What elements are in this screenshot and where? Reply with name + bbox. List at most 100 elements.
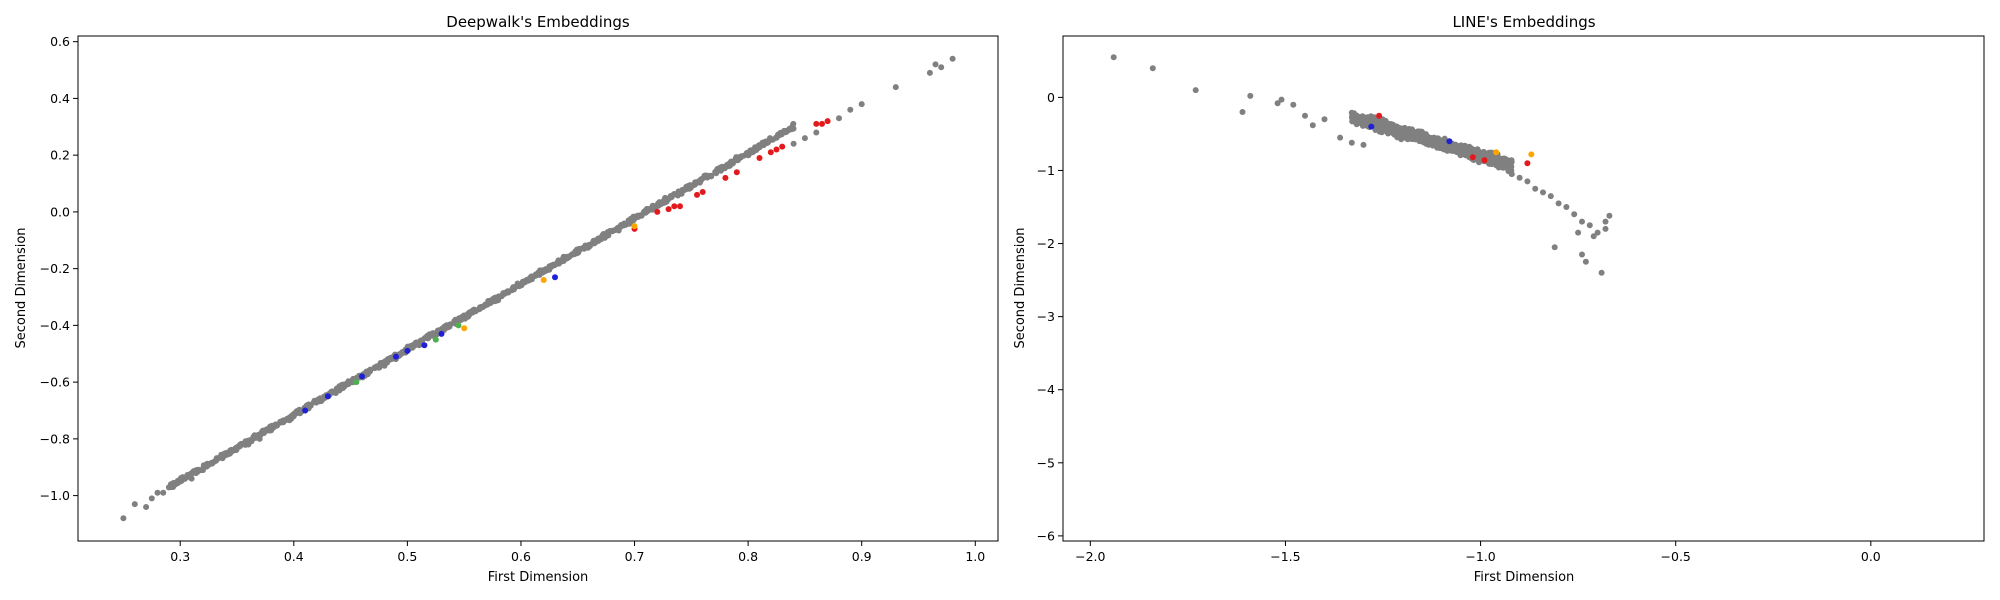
scatter-point <box>555 257 562 264</box>
scatter-point <box>784 127 791 134</box>
scatter-point <box>1472 148 1479 155</box>
scatter-point <box>183 474 190 481</box>
y-tick-label: −5 <box>1037 455 1055 470</box>
scatter-point <box>154 489 161 496</box>
plot-frame <box>1062 35 1985 542</box>
x-tick-label: 0.7 <box>625 549 645 564</box>
scatter-point <box>1468 146 1475 153</box>
scatter-point <box>160 489 167 496</box>
scatter-point <box>1455 144 1462 150</box>
scatter-point <box>260 427 267 434</box>
scatter-point <box>194 468 201 475</box>
scatter-point <box>1290 101 1297 108</box>
scatter-point <box>560 257 567 264</box>
scatter-point <box>143 504 150 510</box>
scatter-point <box>366 368 373 374</box>
scatter-point <box>1419 131 1426 138</box>
scatter-point <box>393 353 399 360</box>
scatter-point <box>1321 116 1328 123</box>
scatter-point <box>666 194 673 201</box>
scatter-point <box>421 342 428 349</box>
scatter-point <box>131 501 138 508</box>
scatter-point <box>336 387 343 394</box>
scatter-point <box>847 106 854 113</box>
points-layer <box>120 55 956 522</box>
scatter-point <box>773 146 780 153</box>
scatter-point <box>565 254 572 260</box>
scatter-point <box>313 399 320 406</box>
scatter-point <box>1239 109 1246 115</box>
scatter-point <box>426 333 433 340</box>
scatter-point <box>1571 211 1578 218</box>
scatter-point <box>789 123 796 130</box>
scatter-point <box>1353 116 1360 123</box>
scatter-point <box>836 115 842 122</box>
scatter-point <box>302 407 309 414</box>
scatter-point <box>1383 125 1390 132</box>
scatter-point <box>756 155 763 161</box>
scatter-point <box>1391 126 1398 133</box>
scatter-point <box>1516 174 1523 181</box>
y-tick-label: −0.8 <box>40 431 70 446</box>
scatter-point <box>256 435 263 442</box>
plot-frame <box>77 35 999 542</box>
scatter-point <box>1485 154 1492 160</box>
chart-title: LINE's Embeddings <box>1452 13 1595 31</box>
x-tick-label: −1.0 <box>1465 549 1495 564</box>
scatter-point <box>813 120 820 127</box>
scatter-point <box>540 277 547 283</box>
y-tick-label: 0.2 <box>50 148 70 163</box>
scatter-point <box>617 223 624 230</box>
points-layer <box>1110 54 1613 276</box>
scatter-point <box>949 55 956 62</box>
scatter-point <box>932 61 939 68</box>
scatter-point <box>552 274 558 281</box>
chart-line: LINE's Embeddings −2.0 −1.5 −1.0 −0.5 0.0 −6… <box>1013 13 1985 585</box>
scatter-point <box>177 478 184 485</box>
scatter-point <box>1192 87 1199 94</box>
scatter-point <box>1278 96 1285 103</box>
y-tick-label: −6 <box>1037 528 1055 543</box>
scatter-point <box>609 228 616 235</box>
scatter-point <box>744 149 750 156</box>
scatter-point <box>1586 222 1593 229</box>
x-tick-label: −0.5 <box>1661 549 1691 564</box>
scatter-point <box>278 419 285 426</box>
scatter-point <box>698 176 704 183</box>
x-ticks: 0.3 0.4 0.5 0.6 0.7 0.8 0.9 1.0 <box>170 541 985 564</box>
y-tick-label: −1.0 <box>40 488 70 503</box>
scatter-point <box>729 160 736 167</box>
scatter-point <box>1579 218 1585 225</box>
scatter-point <box>637 212 644 219</box>
y-ticks: −1.0 −0.8 −0.6 −0.4 −0.2 0.0 0.2 0.4 0.6 <box>40 34 78 503</box>
scatter-point <box>528 276 535 283</box>
y-tick-label: 0.4 <box>50 91 70 106</box>
scatter-point <box>623 221 630 227</box>
scatter-point <box>692 179 699 186</box>
scatter-point <box>1376 112 1383 119</box>
scatter-point <box>661 196 668 203</box>
scatter-point <box>245 441 252 448</box>
scatter-point <box>549 263 555 270</box>
x-tick-label: 0.9 <box>852 549 872 564</box>
scatter-point <box>1555 200 1562 207</box>
scatter-point <box>699 189 706 195</box>
scatter-point <box>641 208 648 215</box>
scatter-point <box>268 427 275 434</box>
scatter-point <box>1528 151 1535 158</box>
scatter-point <box>686 185 693 192</box>
scatter-point <box>284 416 291 423</box>
scatter-point <box>1582 258 1589 265</box>
scatter-point <box>1508 171 1515 178</box>
scatter-point <box>858 101 865 108</box>
scatter-point <box>199 467 206 474</box>
scatter-point <box>469 307 476 314</box>
scatter-point <box>376 364 383 371</box>
x-tick-label: −2.0 <box>1075 549 1105 564</box>
scatter-point <box>188 475 195 482</box>
scatter-point <box>1360 141 1367 148</box>
scatter-point <box>415 340 422 347</box>
x-tick-label: 0.6 <box>511 549 531 564</box>
scatter-point <box>767 149 774 156</box>
scatter-point <box>1389 121 1395 128</box>
